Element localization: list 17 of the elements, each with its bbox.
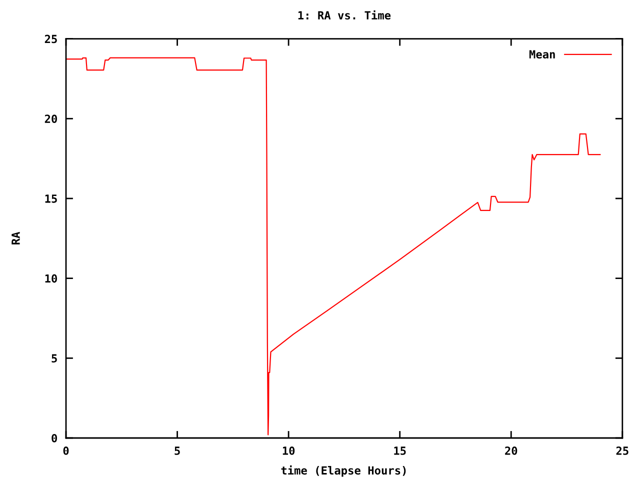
x-axis-title: time (Elapse Hours) (281, 465, 406, 477)
legend-label: Mean (529, 50, 555, 59)
y-tick-label: 10 (45, 274, 57, 283)
y-axis-title: RA (12, 232, 20, 244)
x-tick-label: 10 (282, 446, 295, 455)
chart-title: 1: RA vs. Time (298, 10, 391, 20)
y-tick-label: 25 (44, 34, 57, 44)
y-tick-label: 15 (45, 194, 57, 203)
y-tick-label: 20 (44, 114, 57, 124)
x-tick-label: 0 (63, 446, 69, 455)
y-tick-label: 0 (52, 434, 57, 442)
x-tick-label: 15 (394, 446, 406, 455)
y-tick-label: 5 (52, 354, 57, 363)
x-tick-label: 20 (505, 446, 518, 455)
x-tick-label: 5 (174, 446, 180, 455)
line-series (66, 57, 601, 436)
x-tick-label: 25 (616, 446, 628, 455)
